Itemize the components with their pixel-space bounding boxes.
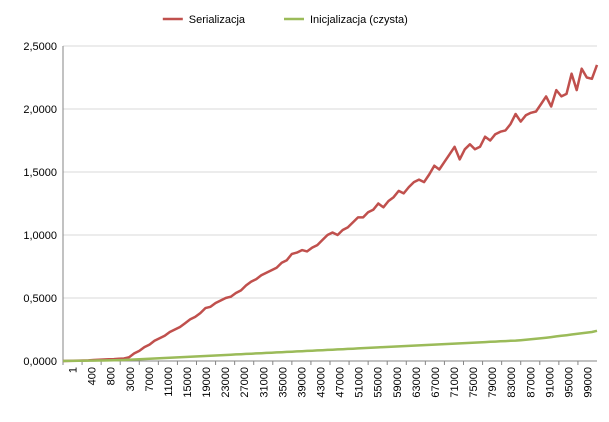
legend-label-0: Serializacja (189, 14, 246, 26)
x-tick-label: 7000 (144, 367, 156, 391)
x-tick-label: 43000 (315, 367, 327, 398)
x-tick-label: 800 (106, 367, 118, 385)
x-tick-label: 55000 (373, 367, 385, 398)
y-tick-label: 1,5000 (23, 167, 57, 179)
x-tick-label: 11000 (163, 367, 175, 397)
y-tick-label: 0,5000 (23, 293, 57, 305)
x-tick-label: 79000 (487, 367, 499, 398)
series-line-0 (62, 64, 599, 363)
y-tick-label: 1,0000 (23, 230, 57, 242)
y-tick-label: 0,0000 (23, 356, 57, 368)
x-tick-label: 1 (68, 367, 80, 373)
x-tick-label: 23000 (220, 367, 232, 398)
x-tick-label: 63000 (411, 367, 423, 398)
x-tick-label: 27000 (239, 367, 251, 398)
y-tick-label: 2,0000 (23, 104, 57, 116)
x-tick-label: 39000 (296, 367, 308, 398)
series-layer (62, 64, 599, 363)
x-tick-label: 95000 (563, 367, 575, 398)
x-tick-label: 59000 (392, 367, 404, 398)
x-tick-label: 3000 (125, 367, 137, 391)
y-tick-label: 2,5000 (23, 41, 57, 53)
x-tick-label: 19000 (201, 367, 213, 398)
x-tick-label: 71000 (449, 367, 461, 398)
x-tick-label: 83000 (506, 367, 518, 398)
legend: Serializacja Inicjalizacja (czysta) (162, 14, 408, 26)
x-tick-label: 400 (87, 367, 99, 385)
x-tick-label: 51000 (354, 367, 366, 398)
x-tick-label: 91000 (544, 367, 556, 398)
x-tick-label: 87000 (525, 367, 537, 398)
x-tick-label: 15000 (182, 367, 194, 398)
series-line-1 (62, 329, 598, 363)
x-tick-label: 31000 (258, 367, 270, 398)
x-tick-label: 35000 (277, 367, 289, 398)
x-tick-label: 47000 (335, 367, 347, 398)
legend-label-1: Inicjalizacja (czysta) (310, 14, 408, 26)
x-tick-label: 75000 (468, 367, 480, 398)
axis-layer: 0,0000 0,5000 1,0000 1,5000 2,0000 2,5000 1 400… (23, 41, 597, 398)
x-tick-label: 67000 (430, 367, 442, 398)
x-tick-label: 99000 (582, 367, 594, 398)
grid-layer (63, 45, 597, 299)
